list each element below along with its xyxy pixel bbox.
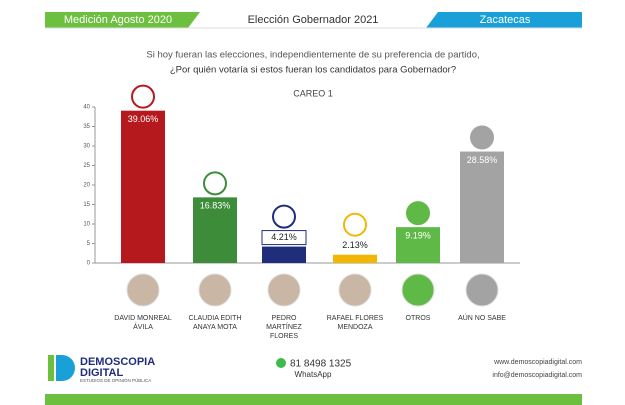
bar (262, 246, 306, 263)
party-icon (272, 204, 296, 229)
y-tick-label: 30 (83, 144, 90, 150)
candidate-photo (401, 273, 435, 307)
party-icon (343, 212, 367, 237)
candidate-photo (338, 273, 372, 307)
x-tick-label: CLAUDIA EDITH ANAYA MOTA (188, 315, 242, 331)
footer-bar (45, 394, 582, 405)
x-tick-label: AÚN NO SABE (458, 315, 506, 322)
logo-mark (48, 355, 54, 381)
bar (333, 254, 377, 263)
party-icon (131, 84, 155, 109)
value-label: 4.21% (271, 232, 297, 242)
y-tick-label: 0 (87, 261, 91, 267)
subtitle: ¿Por quién votaría si estos fueran los c… (170, 65, 456, 76)
value-label: 2.13% (342, 240, 368, 250)
web: www.demoscopiadigital.com (493, 359, 582, 366)
party-icon (470, 125, 494, 150)
brand: DIGITAL (80, 367, 123, 379)
subtitle: Si hoy fueran las elecciones, independie… (146, 50, 479, 61)
chart-title: CAREO 1 (293, 88, 333, 98)
candidate-photo (267, 273, 301, 307)
y-tick-label: 5 (87, 241, 91, 247)
value-label: 16.83% (200, 201, 231, 211)
tagline: ESTUDIOS DE OPINIÓN PÚBLICA (80, 377, 151, 383)
party-icon (406, 201, 430, 226)
x-tick-label: OTROS (405, 315, 431, 322)
whatsapp-icon (276, 358, 286, 368)
y-tick-label: 25 (83, 163, 90, 169)
bar (121, 110, 165, 263)
value-label-bg (333, 238, 377, 253)
bar (193, 197, 237, 263)
value-label: 28.58% (467, 155, 498, 165)
value-label: 39.06% (128, 114, 159, 124)
y-tick-label: 15 (83, 202, 90, 208)
header-right-bg (426, 12, 582, 28)
header-left: Medición Agosto 2020 (64, 14, 172, 26)
y-tick-label: 35 (83, 124, 90, 130)
phone: 81 8498 1325 (290, 359, 352, 370)
whatsapp: WhatsApp (295, 370, 332, 379)
x-tick-label: RAFAEL FLORES MENDOZA (326, 315, 384, 331)
value-label: 9.19% (405, 231, 431, 241)
x-tick-label: PEDRO MARTÍNEZ FLORES (266, 315, 302, 340)
header-left-bg (45, 12, 200, 28)
email: info@demoscopiadigital.com (492, 372, 582, 379)
logo-mark (56, 355, 75, 381)
bar (396, 227, 440, 263)
header-center: Elección Gobernador 2021 (248, 14, 379, 26)
y-tick-label: 10 (83, 222, 90, 228)
y-tick-label: 20 (83, 183, 90, 189)
bar (460, 151, 504, 263)
value-label-bg (261, 230, 307, 246)
candidate-photo (126, 273, 160, 307)
candidate-photo (198, 273, 232, 307)
x-tick-label: DAVID MONREAL ÁVILA (114, 315, 172, 331)
header-right: Zacatecas (480, 14, 531, 26)
y-tick-label: 40 (83, 105, 90, 111)
brand: DEMOSCOPIA (80, 356, 155, 368)
party-icon (203, 171, 227, 196)
candidate-photo (465, 273, 499, 307)
